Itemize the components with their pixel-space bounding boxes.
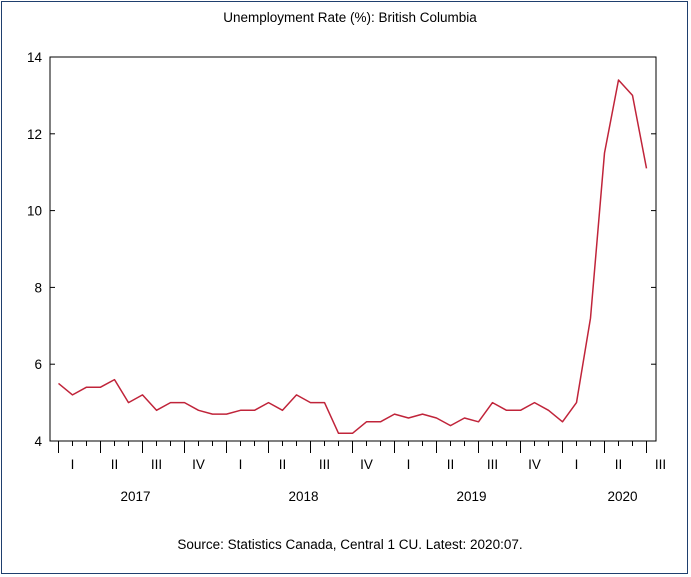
plot-area <box>49 56 657 442</box>
series-line <box>58 79 648 435</box>
x-year-label: 2019 <box>456 489 486 504</box>
x-quarter-label: III <box>487 457 498 472</box>
x-year-label: 2018 <box>288 489 318 504</box>
x-quarter-label: IV <box>528 457 541 472</box>
x-year-label: 2017 <box>120 489 150 504</box>
x-quarter-label: III <box>655 457 666 472</box>
chart-title: Unemployment Rate (%): British Columbia <box>223 10 477 25</box>
x-quarter-label: IV <box>192 457 205 472</box>
x-quarter-label: I <box>239 457 243 472</box>
x-quarter-label: II <box>615 457 623 472</box>
x-quarter-label: III <box>151 457 162 472</box>
y-axis: 4 6 8 10 12 14 <box>27 50 656 449</box>
x-quarter-label: IV <box>360 457 373 472</box>
y-tick-label: 14 <box>27 50 43 65</box>
y-tick-label: 10 <box>27 204 42 219</box>
y-tick-label: 8 <box>34 280 42 295</box>
y-tick-label: 12 <box>27 127 42 142</box>
x-quarter-label: II <box>279 457 287 472</box>
x-quarter-label: I <box>71 457 75 472</box>
x-quarter-label: III <box>319 457 330 472</box>
y-tick-label: 4 <box>34 434 42 449</box>
x-quarter-label: I <box>575 457 579 472</box>
x-quarter-label: II <box>111 457 119 472</box>
source-note: Source: Statistics Canada, Central 1 CU.… <box>177 537 522 552</box>
x-quarter-label: II <box>447 457 455 472</box>
x-year-label: 2020 <box>607 489 637 504</box>
y-tick-label: 6 <box>34 357 42 372</box>
x-quarter-label: I <box>407 457 411 472</box>
